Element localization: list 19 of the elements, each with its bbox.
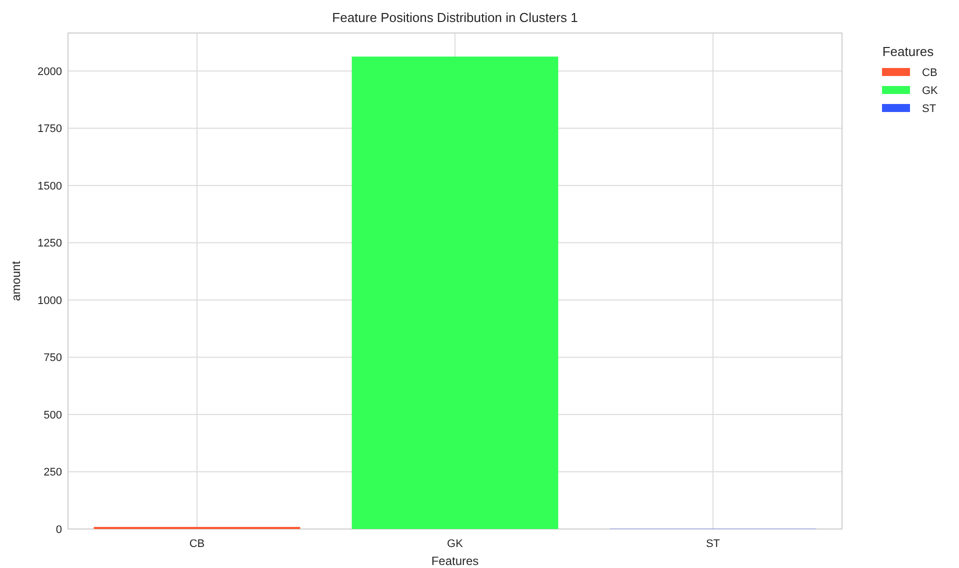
y-tick-label: 1000 — [38, 294, 62, 307]
legend-label: GK — [922, 84, 939, 97]
legend-label: CB — [922, 66, 938, 79]
chart-title: Feature Positions Distribution in Clusters 1 — [332, 10, 578, 25]
legend-title: Features — [882, 44, 934, 59]
y-tick-label: 250 — [44, 466, 62, 479]
x-axis-title: Features — [431, 554, 479, 568]
y-tick-label: 2000 — [38, 66, 62, 78]
x-tick-label: ST — [706, 538, 720, 550]
y-tick-label: 500 — [44, 409, 62, 422]
y-tick-label: 0 — [56, 524, 62, 536]
legend-label: ST — [922, 102, 936, 115]
y-tick-label: 750 — [44, 352, 62, 364]
x-tick-label: CB — [189, 538, 205, 550]
y-tick-label: 1750 — [38, 123, 62, 136]
y-tick-label: 1500 — [38, 180, 62, 192]
x-tick-label: GK — [447, 538, 464, 550]
y-tick-label: 1250 — [38, 238, 62, 250]
y-axis-title: amount — [9, 260, 23, 302]
